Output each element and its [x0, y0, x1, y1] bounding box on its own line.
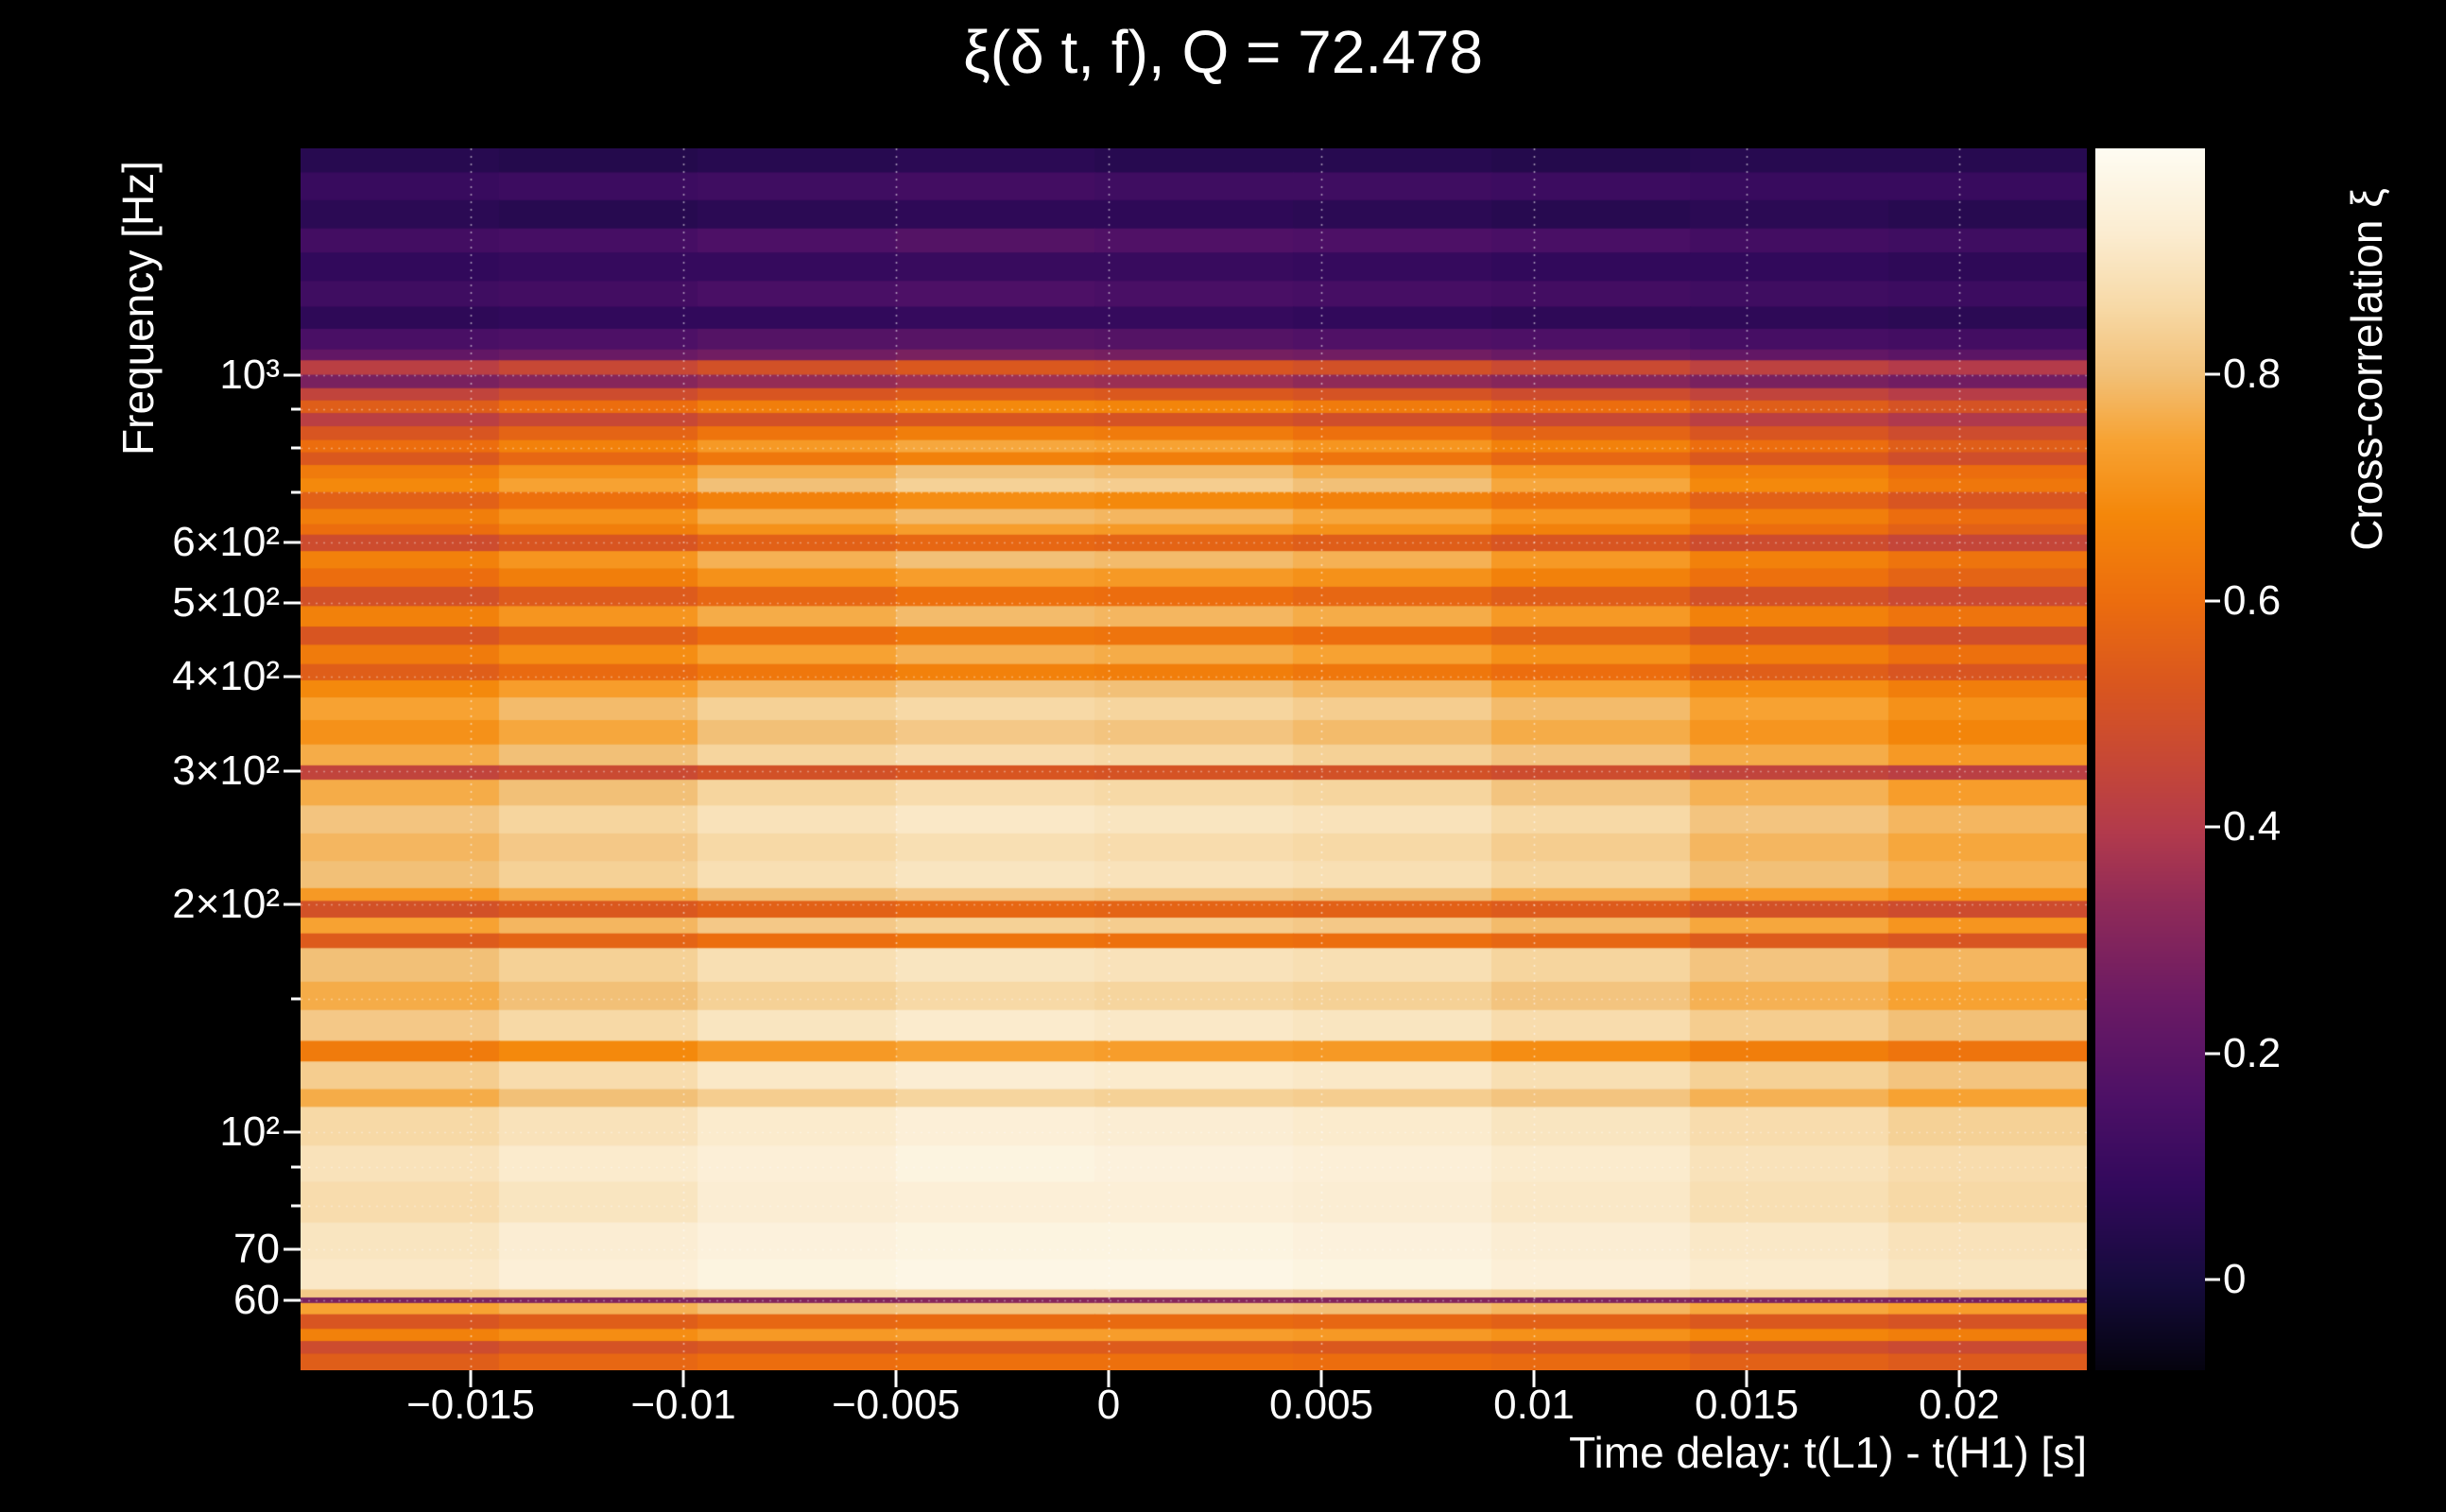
y-tick-label: 10³ [219, 351, 280, 398]
colorbar [2095, 148, 2205, 1370]
y-tick-mark [284, 601, 301, 605]
y-tick-label: 70 [233, 1226, 280, 1273]
y-tick-mark [284, 902, 301, 906]
colorbar-tick-label: 0.2 [2223, 1029, 2282, 1076]
plot-area [301, 148, 2087, 1370]
x-tick-mark [1957, 1370, 1961, 1387]
colorbar-tick-mark [2205, 599, 2220, 603]
x-tick-label: 0.01 [1493, 1382, 1575, 1428]
chart-title: ξ(δ t, f), Q = 72.478 [963, 18, 1483, 86]
y-tick-label: 2×10² [172, 880, 280, 927]
colorbar-tick-label: 0.6 [2223, 576, 2282, 624]
y-minor-tick-mark [291, 490, 301, 494]
y-tick-label: 6×10² [172, 519, 280, 566]
y-tick-label: 5×10² [172, 578, 280, 626]
y-minor-tick-mark [291, 407, 301, 411]
y-tick-mark [284, 373, 301, 377]
y-tick-mark [284, 541, 301, 544]
x-tick-mark [1745, 1370, 1748, 1387]
colorbar-canvas [2095, 148, 2205, 1370]
y-tick-mark [284, 1298, 301, 1302]
x-tick-mark [1532, 1370, 1536, 1387]
colorbar-label: Cross-correlation ξ [2342, 188, 2391, 551]
y-tick-label: 3×10² [172, 747, 280, 794]
x-tick-label: −0.01 [630, 1382, 736, 1428]
x-tick-mark [1319, 1370, 1323, 1387]
y-minor-tick-mark [291, 997, 301, 1001]
x-tick-label: −0.005 [832, 1382, 960, 1428]
y-tick-mark [284, 1130, 301, 1134]
colorbar-tick-mark [2205, 1052, 2220, 1056]
x-tick-mark [469, 1370, 473, 1387]
colorbar-tick-label: 0.4 [2223, 803, 2282, 850]
colorbar-tick-mark [2205, 1278, 2220, 1281]
y-minor-tick-mark [291, 1165, 301, 1169]
y-axis-label: Frequency [Hz] [113, 161, 163, 455]
x-tick-label: 0.015 [1694, 1382, 1800, 1428]
y-minor-tick-mark [291, 446, 301, 450]
x-axis-label: Time delay: t(L1) - t(H1) [s] [1569, 1428, 2087, 1477]
x-tick-label: −0.015 [406, 1382, 535, 1428]
colorbar-tick-label: 0 [2223, 1256, 2247, 1303]
y-tick-mark [284, 769, 301, 773]
colorbar-tick-label: 0.8 [2223, 351, 2282, 398]
x-tick-mark [681, 1370, 685, 1387]
x-tick-label: 0 [1096, 1382, 1121, 1428]
y-tick-label: 10² [219, 1108, 280, 1156]
colorbar-tick-mark [2205, 372, 2220, 376]
x-tick-label: 0.005 [1268, 1382, 1374, 1428]
heatmap-canvas [301, 148, 2087, 1370]
y-minor-tick-mark [291, 1204, 301, 1208]
y-tick-label: 4×10² [172, 652, 280, 699]
y-tick-mark [284, 675, 301, 679]
x-tick-label: 0.02 [1919, 1382, 2000, 1428]
x-tick-mark [1107, 1370, 1111, 1387]
x-tick-mark [894, 1370, 898, 1387]
colorbar-tick-mark [2205, 825, 2220, 829]
y-tick-mark [284, 1247, 301, 1251]
y-tick-label: 60 [233, 1276, 280, 1323]
